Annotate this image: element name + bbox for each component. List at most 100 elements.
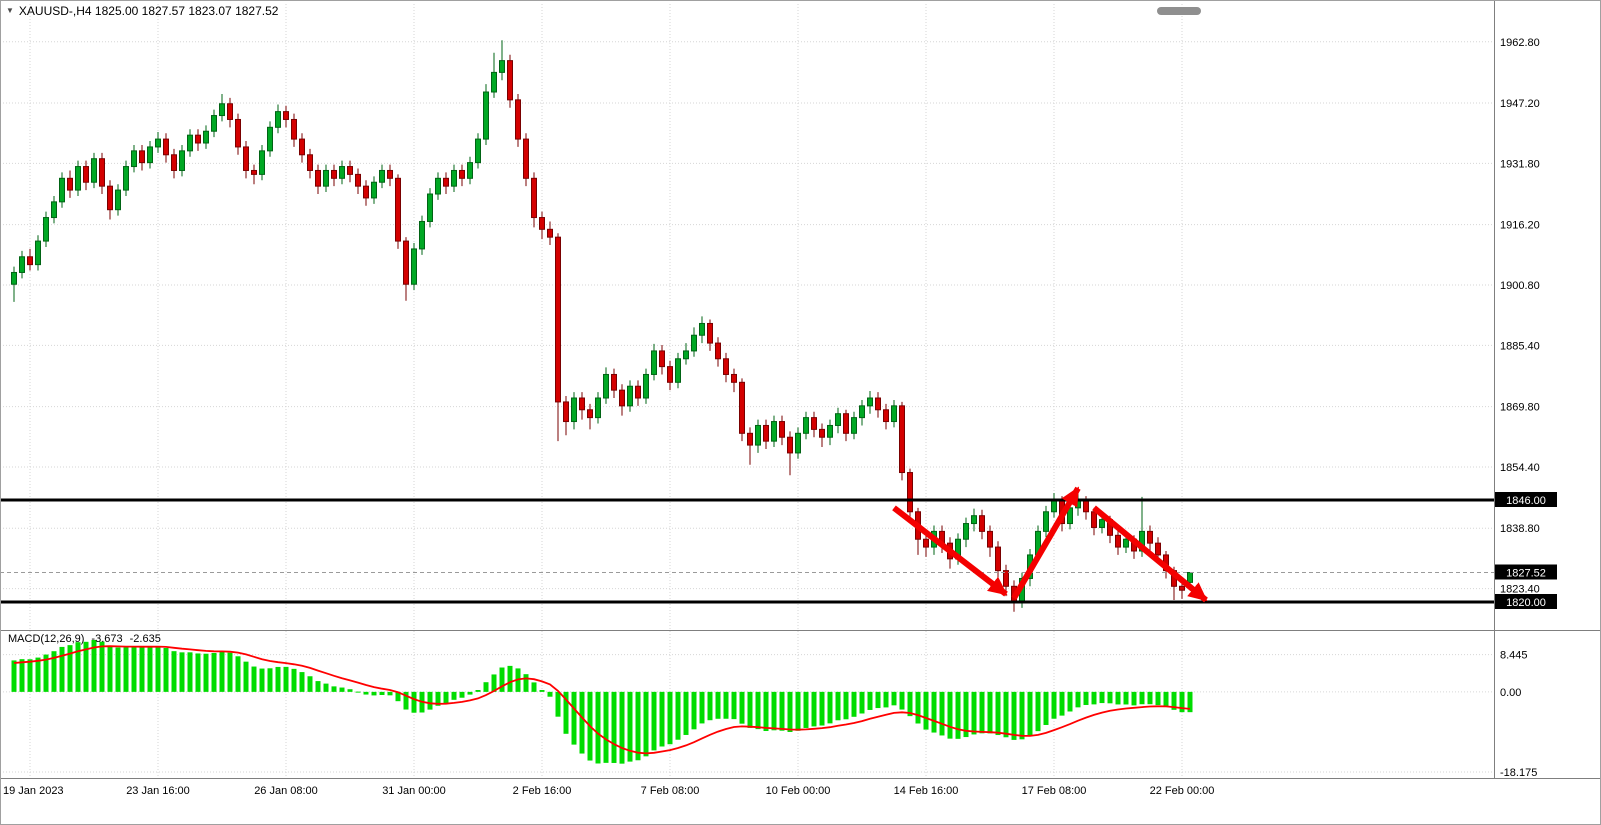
macd-bar xyxy=(403,691,409,710)
macd-bar xyxy=(331,686,337,692)
trend-arrow[interactable] xyxy=(892,505,1008,597)
trend-arrow[interactable] xyxy=(1011,486,1081,600)
candle xyxy=(827,419,833,446)
candle xyxy=(107,180,113,220)
macd-bar xyxy=(67,645,73,692)
macd-bar xyxy=(707,691,713,721)
macd-bar xyxy=(379,691,385,695)
candle xyxy=(43,211,49,247)
macd-bar xyxy=(547,691,553,697)
macd-bar xyxy=(171,651,177,692)
macd-bar xyxy=(995,691,1001,736)
candle xyxy=(555,233,561,442)
price-badge-label: 1827.52 xyxy=(1506,567,1546,579)
macd-bar xyxy=(1171,691,1177,710)
macd-bar xyxy=(299,672,305,692)
candle xyxy=(835,407,841,434)
macd-bar xyxy=(947,691,953,739)
macd-bar xyxy=(315,681,321,692)
price-axis-label: 1931.80 xyxy=(1500,158,1540,170)
macd-bar xyxy=(827,691,833,724)
time-axis-label: 2 Feb 16:00 xyxy=(513,785,572,797)
candle xyxy=(763,419,769,450)
candle xyxy=(227,97,233,128)
candle xyxy=(427,188,433,228)
macd-bar xyxy=(59,646,65,692)
candle xyxy=(531,172,537,228)
macd-bar xyxy=(555,691,561,717)
candle xyxy=(19,250,25,279)
candle xyxy=(579,392,585,420)
candle xyxy=(499,40,505,81)
macd-bar xyxy=(35,657,41,692)
macd-bar xyxy=(1115,691,1121,705)
macd-bar xyxy=(387,691,393,696)
macd-bar xyxy=(875,691,881,709)
macd-bar xyxy=(675,691,681,740)
macd-bar xyxy=(843,691,849,720)
macd-bar xyxy=(483,682,489,692)
candle xyxy=(483,84,489,145)
macd-bar xyxy=(347,689,353,692)
macd-bar xyxy=(851,691,857,717)
candle xyxy=(443,172,449,195)
candle xyxy=(819,423,825,448)
candle xyxy=(1091,507,1097,536)
macd-indicator-label: MACD(12,26,9) -3.673 -2.635 xyxy=(8,633,161,645)
macd-signal-line xyxy=(13,645,1191,755)
candle xyxy=(347,160,353,183)
macd-bar xyxy=(883,691,889,708)
macd-bar xyxy=(763,691,769,732)
candle xyxy=(643,368,649,404)
candle xyxy=(187,129,193,157)
candle xyxy=(867,390,873,414)
candle xyxy=(563,396,569,436)
macd-bar xyxy=(235,656,241,692)
candle xyxy=(683,343,689,365)
candle xyxy=(379,164,385,189)
macd-bar xyxy=(507,665,513,692)
candle xyxy=(715,337,721,367)
price-badge-label: 1820.00 xyxy=(1506,597,1546,609)
macd-bar xyxy=(323,683,329,692)
candle xyxy=(491,52,497,98)
price-badge-label: 1846.00 xyxy=(1506,495,1546,507)
macd-bar xyxy=(635,691,641,761)
macd-bar xyxy=(563,691,569,734)
candle xyxy=(595,392,601,424)
price-badge xyxy=(1495,593,1557,609)
candle xyxy=(699,316,705,344)
candle xyxy=(203,125,209,149)
macd-axis-label: -18.175 xyxy=(1500,767,1537,779)
chart-shift-marker[interactable] xyxy=(1157,7,1201,15)
macd-bar xyxy=(243,661,249,692)
macd-bar xyxy=(603,691,609,763)
candle xyxy=(331,164,337,187)
macd-bar xyxy=(147,646,153,692)
macd-bar xyxy=(163,648,169,692)
macd-name: MACD(12,26,9) xyxy=(8,633,85,645)
candle xyxy=(27,248,33,271)
macd-bar xyxy=(259,668,265,692)
time-axis-label: 19 Jan 2023 xyxy=(3,785,64,797)
candle xyxy=(1115,529,1121,555)
candle xyxy=(11,266,17,302)
candle xyxy=(371,176,377,204)
candle xyxy=(611,368,617,399)
candle xyxy=(83,160,89,191)
macd-bar xyxy=(1107,691,1113,704)
macd-bar xyxy=(1083,691,1089,705)
macd-bar xyxy=(811,691,817,727)
macd-bar xyxy=(939,691,945,736)
price-axis-background[interactable] xyxy=(1494,0,1601,825)
macd-bar xyxy=(1155,691,1161,706)
symbol-dropdown-icon[interactable]: ▼ xyxy=(6,6,14,15)
macd-bar xyxy=(1179,691,1185,713)
macd-bar xyxy=(979,691,985,734)
candle xyxy=(627,380,633,412)
macd-bar xyxy=(203,653,209,692)
trend-arrow[interactable] xyxy=(1092,505,1208,603)
